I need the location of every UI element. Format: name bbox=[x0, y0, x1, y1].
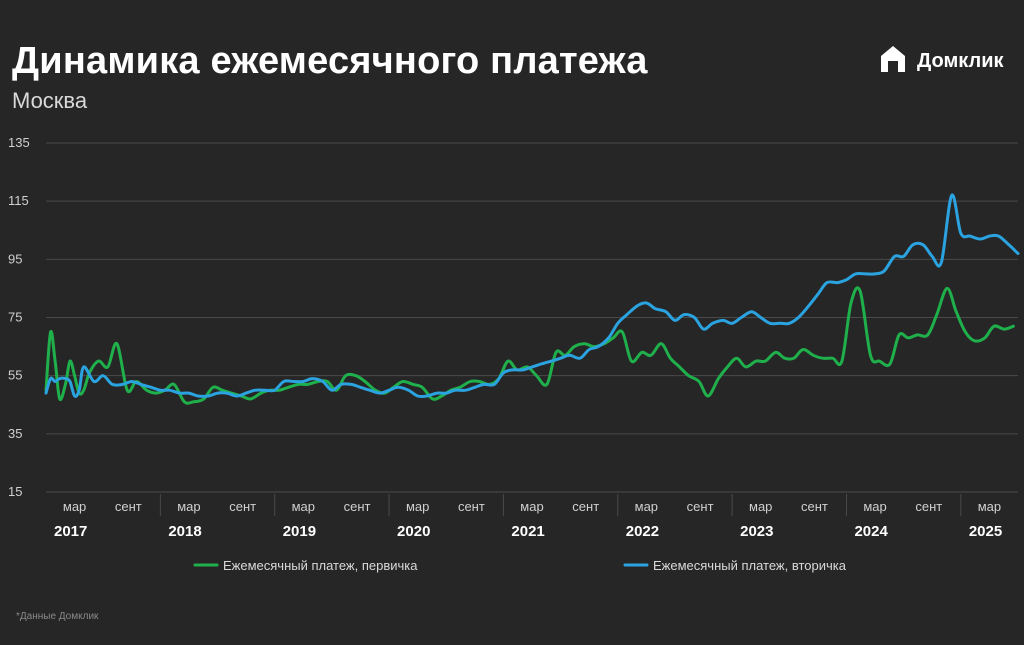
x-month-label: сент bbox=[915, 499, 942, 514]
y-tick-label: 35 bbox=[8, 426, 22, 441]
legend-label: Ежемесячный платеж, вторичка bbox=[653, 558, 847, 573]
x-month-label: мар bbox=[635, 499, 658, 514]
x-month-label: сент bbox=[801, 499, 828, 514]
x-year-label: 2022 bbox=[626, 523, 659, 540]
x-year-label: 2020 bbox=[397, 523, 430, 540]
y-tick-label: 55 bbox=[8, 368, 22, 383]
x-month-label: сент bbox=[687, 499, 714, 514]
y-tick-label: 135 bbox=[8, 135, 30, 150]
chart-subtitle: Москва bbox=[12, 88, 88, 113]
legend-label: Ежемесячный платеж, первичка bbox=[223, 558, 418, 573]
y-tick-label: 15 bbox=[8, 484, 22, 499]
x-month-label: мар bbox=[177, 499, 200, 514]
house-icon bbox=[877, 43, 909, 80]
x-month-label: мар bbox=[863, 499, 886, 514]
x-month-label: мар bbox=[520, 499, 543, 514]
x-month-label: мар bbox=[406, 499, 429, 514]
x-month-label: сент bbox=[115, 499, 142, 514]
x-month-label: сент bbox=[572, 499, 599, 514]
x-year-label: 2017 bbox=[54, 523, 87, 540]
x-year-label: 2023 bbox=[740, 523, 773, 540]
x-year-label: 2021 bbox=[511, 523, 544, 540]
x-year-label: 2019 bbox=[283, 523, 316, 540]
x-month-label: сент bbox=[229, 499, 256, 514]
footnote: *Данные Домклик bbox=[16, 611, 99, 622]
x-month-label: сент bbox=[458, 499, 485, 514]
y-tick-label: 115 bbox=[8, 193, 29, 208]
x-month-label: мар bbox=[749, 499, 772, 514]
chart-title: Динамика ежемесячного платежа bbox=[12, 40, 648, 82]
x-year-label: 2018 bbox=[168, 523, 201, 540]
series-line-primary bbox=[44, 286, 1015, 405]
x-month-label: мар bbox=[292, 499, 315, 514]
x-month-label: мар bbox=[63, 499, 86, 514]
x-month-label: сент bbox=[344, 499, 371, 514]
x-month-label: мар bbox=[978, 499, 1001, 514]
y-tick-label: 95 bbox=[8, 251, 22, 266]
brand-name: Домклик bbox=[917, 50, 1004, 72]
x-year-label: 2025 bbox=[969, 523, 1002, 540]
brand-logo[interactable]: Домклик bbox=[877, 43, 1004, 80]
y-tick-label: 75 bbox=[8, 310, 22, 325]
x-year-label: 2024 bbox=[854, 523, 888, 540]
series-line-secondary bbox=[44, 193, 1020, 399]
